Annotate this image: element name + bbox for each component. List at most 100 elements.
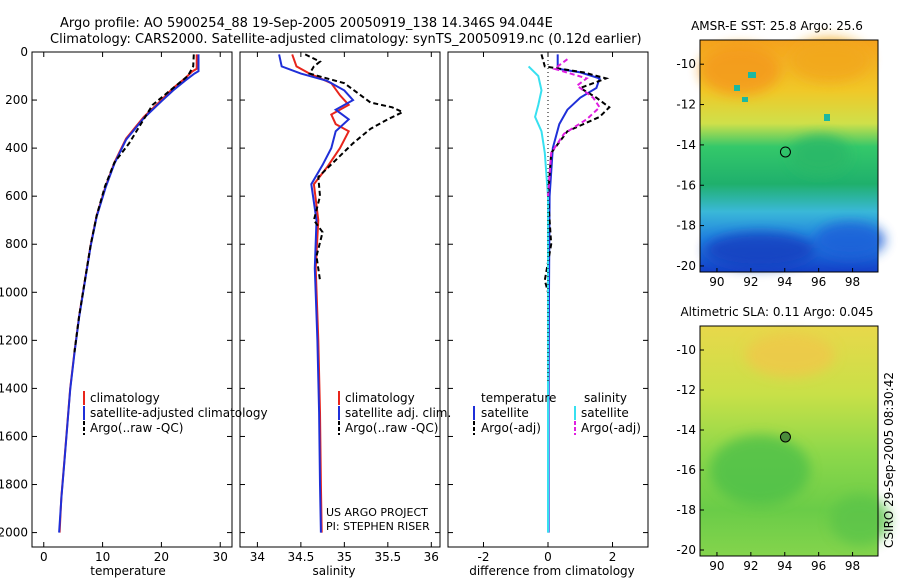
figure-title-line2: Climatology: CARS2000. Satellite-adjuste… — [50, 32, 642, 47]
map-x-tick-label: 92 — [743, 275, 758, 289]
difference-xlabel: difference from climatology — [469, 564, 635, 578]
sla-low-blob — [710, 435, 810, 505]
series-line-temperature-argo-adj — [540, 54, 611, 293]
series-line-climatology — [58, 54, 198, 533]
legend-label-climatology: climatology — [345, 391, 415, 405]
map-x-tick-label: 98 — [845, 559, 860, 573]
sla-map-axes — [699, 325, 879, 557]
map-x-tick-label: 94 — [777, 559, 792, 573]
x-tick-label: 0 — [40, 550, 48, 564]
x-tick-label: -2 — [477, 550, 489, 564]
y-tick-label: 400 — [5, 141, 28, 155]
y-tick-label: 600 — [5, 189, 28, 203]
y-tick-label: 0 — [20, 45, 28, 59]
legend-label-argo: Argo(..raw -QC) — [90, 421, 183, 435]
x-tick-label: 0 — [544, 550, 552, 564]
sst-map-axes — [699, 39, 879, 273]
legend-label-temp-argo: Argo(-adj) — [481, 421, 541, 435]
map-x-tick-label: 90 — [709, 275, 724, 289]
figure-title-line1: Argo profile: AO 5900254_88 19-Sep-2005 … — [60, 16, 553, 31]
temperature-axes — [31, 51, 233, 548]
sst-cold-blob — [705, 232, 815, 268]
y-tick-label: 1200 — [0, 333, 28, 347]
salinity-xlabel: salinity — [312, 564, 355, 578]
map-x-tick-label: 94 — [777, 275, 792, 289]
map-y-tick-label: -14 — [676, 423, 696, 437]
sla-map — [700, 326, 890, 556]
pi-annotation: PI: STEPHEN RISER — [326, 520, 430, 533]
y-tick-label: 1800 — [0, 478, 28, 492]
y-tick-label: 1600 — [0, 429, 28, 443]
series-line-salinity-argo-adj — [547, 58, 601, 197]
legend-label-satellite: satellite-adjusted climatology — [90, 406, 268, 420]
map-x-tick-label: 98 — [845, 275, 860, 289]
map-x-tick-label: 92 — [743, 559, 758, 573]
salinity-axes — [239, 51, 441, 548]
map-y-tick-label: -12 — [676, 383, 696, 397]
series-line-argo-raw-qc — [73, 54, 195, 353]
sla-argo-position-marker — [779, 431, 791, 443]
legend-label-argo: Argo(..raw -QC) — [345, 421, 438, 435]
salinity-legend: climatology satellite adj. clim. Argo(..… — [338, 391, 451, 435]
series-line-satellite-adj-clim — [278, 54, 355, 533]
y-tick-label: 800 — [5, 237, 28, 251]
sst-hotspot — [748, 72, 756, 78]
map-x-tick-label: 96 — [811, 275, 826, 289]
x-tick-label: 35.5 — [374, 550, 401, 564]
map-y-tick-label: -10 — [676, 57, 696, 71]
timestamp-label: CSIRO 29-Sep-2005 08:30:42 — [882, 372, 896, 548]
sla-low-blob — [830, 495, 890, 545]
map-x-tick-label: 90 — [709, 559, 724, 573]
map-y-tick-label: -20 — [676, 259, 696, 273]
difference-legend: temperature salinity satellite Argo(-adj… — [473, 391, 641, 435]
series-line-satellite-adjusted-climatology — [58, 54, 200, 533]
sst-argo-position-marker — [779, 146, 791, 158]
x-tick-label: 36 — [424, 550, 439, 564]
y-tick-label: 200 — [5, 93, 28, 107]
sst-hotspot — [742, 97, 748, 102]
series-line-temperature-satellite — [547, 54, 601, 533]
x-tick-label: 34.5 — [288, 550, 315, 564]
map-y-tick-label: -16 — [676, 463, 696, 477]
legend-label-satellite: satellite adj. clim. — [345, 406, 451, 420]
x-tick-label: 2 — [609, 550, 617, 564]
x-tick-label: 34 — [250, 550, 265, 564]
sst-hotspot — [734, 85, 740, 91]
sst-green-patch — [790, 135, 850, 175]
map-x-tick-label: 96 — [811, 559, 826, 573]
series-line-argo-raw-qc — [304, 53, 405, 281]
x-tick-label: 30 — [213, 550, 228, 564]
map-y-tick-label: -18 — [676, 503, 696, 517]
map-tick-layer: 90 92 94 96 98 -10 -12 -14 -16 -18 -20 90 92 94 96 98 -1… — [676, 57, 860, 573]
sst-warm-blob — [790, 38, 870, 82]
sla-map-title: Altimetric SLA: 0.11 Argo: 0.045 — [680, 305, 873, 319]
map-y-tick-label: -16 — [676, 178, 696, 192]
legend-group-temperature: temperature — [481, 391, 556, 405]
map-y-tick-label: -20 — [676, 543, 696, 557]
project-annotation: US ARGO PROJECT — [326, 506, 428, 519]
y-tick-label: 1000 — [0, 285, 28, 299]
sst-cold-blob — [815, 222, 885, 258]
map-y-tick-label: -18 — [676, 219, 696, 233]
series-layer — [58, 53, 611, 533]
map-y-tick-label: -12 — [676, 98, 696, 112]
sst-hotspot — [824, 114, 830, 121]
sst-map — [700, 38, 885, 272]
legend-group-salinity: salinity — [584, 391, 627, 405]
legend-label-sal-argo: Argo(-adj) — [581, 421, 641, 435]
y-tick-label: 2000 — [0, 526, 28, 540]
legend-label-temp-satellite: satellite — [481, 406, 529, 420]
x-tick-label: 20 — [154, 550, 169, 564]
legend-label-climatology: climatology — [90, 391, 160, 405]
map-y-tick-label: -14 — [676, 138, 696, 152]
tick-layer: 0 10 20 30020040060080010001200140016001800… — [0, 45, 648, 564]
sla-high-blob — [745, 333, 835, 377]
x-tick-label: 10 — [95, 550, 110, 564]
sst-map-title: AMSR-E SST: 25.8 Argo: 25.6 — [691, 19, 863, 33]
temperature-legend: climatology satellite-adjusted climatolo… — [83, 391, 268, 435]
temperature-xlabel: temperature — [90, 564, 165, 578]
y-tick-label: 1400 — [0, 381, 28, 395]
map-y-tick-label: -10 — [676, 343, 696, 357]
series-line-salinity-satellite — [527, 65, 549, 533]
